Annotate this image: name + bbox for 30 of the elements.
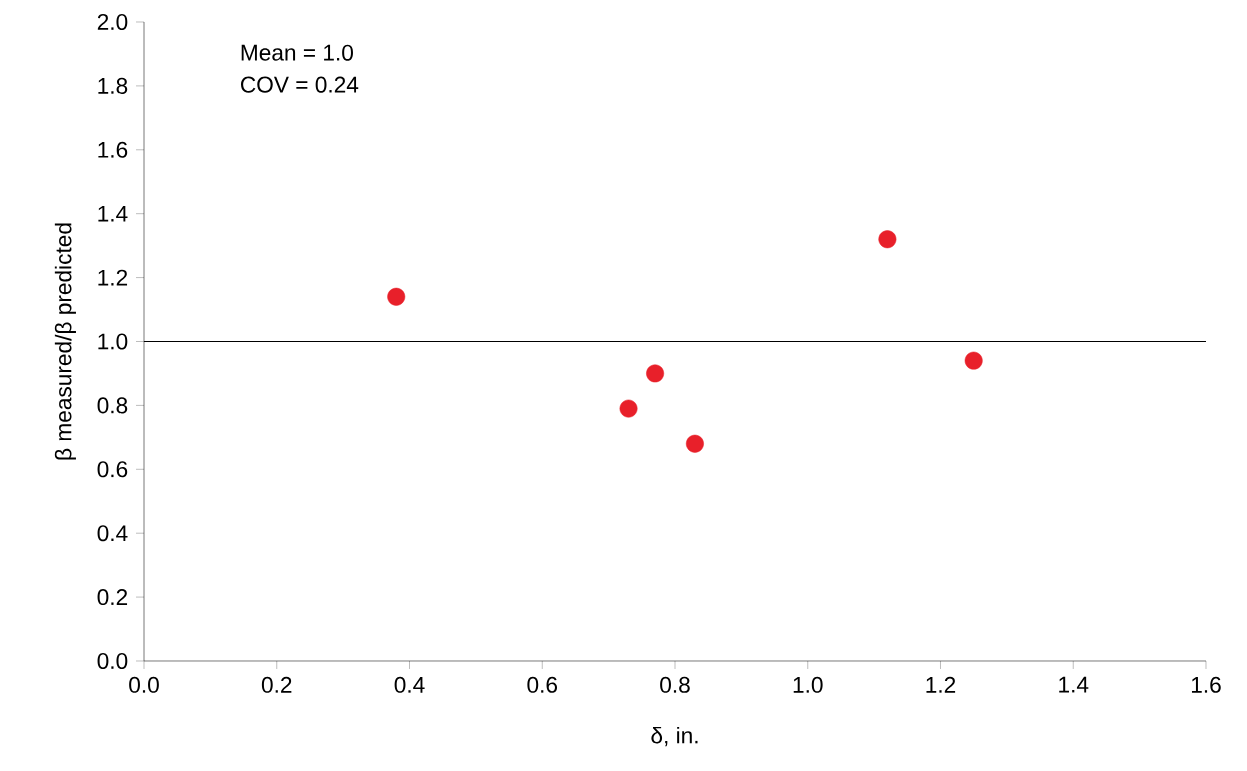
y-tick-label: 0.0 — [97, 652, 128, 670]
y-tick-label: 0.8 — [97, 397, 128, 414]
point — [646, 364, 665, 383]
point — [878, 230, 897, 249]
x-tick-label: 1.0 — [793, 676, 823, 693]
y-tick-label: 1.8 — [98, 77, 128, 94]
point — [387, 287, 406, 306]
x-tick-label: 0.6 — [527, 676, 558, 693]
point — [964, 351, 983, 370]
annotation: Mean = 1.0 — [241, 44, 353, 61]
x-tick-label: 0.0 — [129, 676, 159, 693]
y-tick-label: 0.4 — [97, 525, 128, 542]
x-axis-title: δ, in. — [651, 726, 698, 747]
y-tick-label: 0.6 — [97, 461, 128, 478]
y-tick-label: 1.2 — [98, 269, 128, 286]
y-tick-label: 0.2 — [97, 589, 128, 606]
y-tick-label: 1.0 — [98, 333, 128, 350]
x-tick-label: 0.8 — [660, 676, 690, 693]
x-tick-label: 1.6 — [1191, 676, 1221, 693]
y-axis-title: β measured/β predicted — [54, 223, 76, 460]
point — [619, 399, 638, 418]
y-tick-label: 2.0 — [97, 13, 128, 31]
x-tick-label: 1.2 — [926, 676, 956, 693]
x-tick-label: 1.4 — [1059, 676, 1089, 693]
y-tick-label: 1.6 — [98, 141, 128, 158]
y-tick-label: 1.4 — [98, 205, 128, 222]
point — [685, 434, 704, 453]
x-tick-label: 0.4 — [394, 676, 425, 693]
annotation: COV = 0.24 — [241, 76, 359, 93]
x-tick-label: 0.2 — [261, 676, 292, 693]
